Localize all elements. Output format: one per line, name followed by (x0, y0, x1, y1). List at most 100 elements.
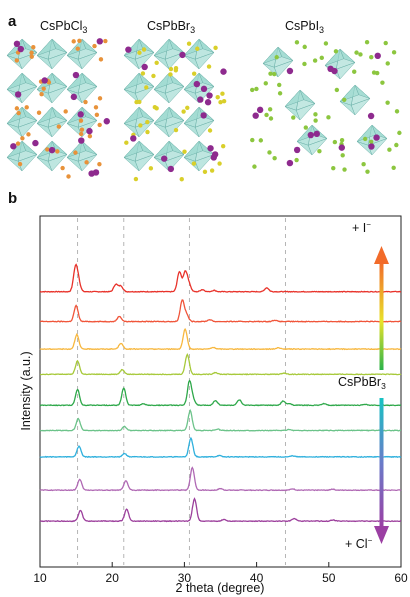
iodide-atom (342, 97, 347, 102)
cesium-atom (307, 131, 315, 139)
cspbcl3-crystal-structure (6, 38, 110, 179)
octahedron (296, 124, 328, 156)
octahedron (36, 72, 68, 104)
iodide-atom (267, 150, 272, 155)
halide-atom (213, 45, 218, 51)
halide-atom (55, 149, 60, 154)
iodide-atom (394, 142, 399, 148)
halide-atom (20, 136, 25, 141)
octahedron (339, 84, 371, 116)
structure-title-cspbbr3: CsPbBr3 (147, 19, 195, 35)
x-tick-label: 60 (394, 571, 408, 585)
octahedron (6, 72, 38, 104)
halide-atom (24, 105, 29, 110)
octahedron (284, 89, 316, 121)
cesium-atom (220, 68, 227, 75)
xrd-pattern-line (39, 327, 402, 351)
octahedron (6, 140, 38, 172)
chloride-arrow (374, 398, 389, 544)
cesium-atom (77, 111, 84, 118)
iodide-atom (263, 81, 268, 86)
cesium-atom (286, 159, 294, 167)
annotation-cspbbr3: CsPbBr3 (338, 375, 386, 391)
iodide-atom (387, 147, 392, 152)
cesium-atom (103, 118, 110, 125)
halide-atom (191, 71, 197, 76)
iodide-atom (352, 69, 357, 74)
x-tick-label: 40 (250, 571, 264, 585)
halide-atom (145, 119, 150, 125)
halide-atom (168, 72, 173, 77)
octahedron (123, 140, 155, 172)
cesium-atom (161, 155, 168, 162)
iodide-atom (394, 109, 400, 114)
octahedron (123, 106, 155, 138)
cesium-atom (200, 112, 207, 119)
halide-atom (202, 169, 208, 174)
iodide-atom (313, 118, 318, 123)
halide-atom (78, 131, 84, 137)
iodide-atom (302, 61, 307, 67)
reference-lines (77, 218, 286, 565)
cspbbr3-crystal-structure (123, 38, 227, 182)
iodide-atom (383, 40, 388, 46)
halide-atom (26, 132, 31, 137)
cesium-atom (70, 93, 78, 101)
cesium-atom (32, 139, 39, 147)
halide-atom (181, 109, 186, 114)
halide-atom (87, 134, 93, 139)
cesium-atom (200, 85, 208, 93)
cesium-atom (252, 112, 259, 119)
cesium-atom (193, 80, 201, 88)
cesium-atom (14, 91, 22, 98)
halide-atom (31, 45, 36, 50)
halide-atom (75, 46, 80, 51)
iodide-atom (268, 116, 274, 121)
x-tick-label: 20 (106, 571, 120, 585)
halide-atom (39, 92, 44, 97)
iodide-atom (277, 82, 282, 88)
xrd-pattern-line (39, 497, 402, 523)
halide-atom (215, 95, 220, 100)
halide-atom (14, 58, 20, 63)
iodide-atom (323, 41, 329, 46)
halide-atom (182, 149, 187, 154)
iodide-atom (291, 115, 296, 120)
halide-atom (84, 160, 89, 165)
y-axis-label: Intensity (a.u.) (19, 351, 33, 430)
xrd-pattern-line (39, 299, 402, 323)
iodide-atom (252, 164, 257, 169)
iodide-atom (332, 139, 338, 145)
cesium-atom (367, 112, 375, 120)
iodide-atom (319, 55, 324, 61)
halide-atom (97, 96, 103, 101)
halide-atom (124, 140, 129, 145)
halide-atom (29, 54, 34, 59)
halide-atom (83, 99, 88, 105)
halide-atom (179, 177, 184, 182)
halide-atom (152, 105, 158, 110)
iodide-atom (380, 80, 385, 85)
cesium-atom (179, 51, 186, 59)
halide-atom (151, 73, 156, 79)
cesium-atom (13, 40, 21, 48)
halide-atom (78, 118, 84, 123)
iodide-atom (342, 167, 347, 172)
cesium-atom (338, 144, 345, 151)
halide-atom (220, 91, 225, 96)
halide-atom (71, 39, 76, 44)
octahedron (324, 48, 356, 80)
octahedron (153, 106, 185, 138)
octahedron (153, 140, 185, 172)
iodide-atom (294, 40, 300, 45)
iodide-atom (274, 55, 279, 60)
cesium-atom (86, 127, 93, 135)
cesium-atom (211, 151, 219, 158)
cesium-atom (373, 134, 380, 141)
iodide-atom (334, 87, 340, 93)
octahedron (153, 72, 185, 104)
halide-atom (186, 41, 192, 46)
iodide-atom (250, 137, 255, 143)
octahedron (183, 106, 215, 138)
halide-atom (134, 99, 139, 105)
